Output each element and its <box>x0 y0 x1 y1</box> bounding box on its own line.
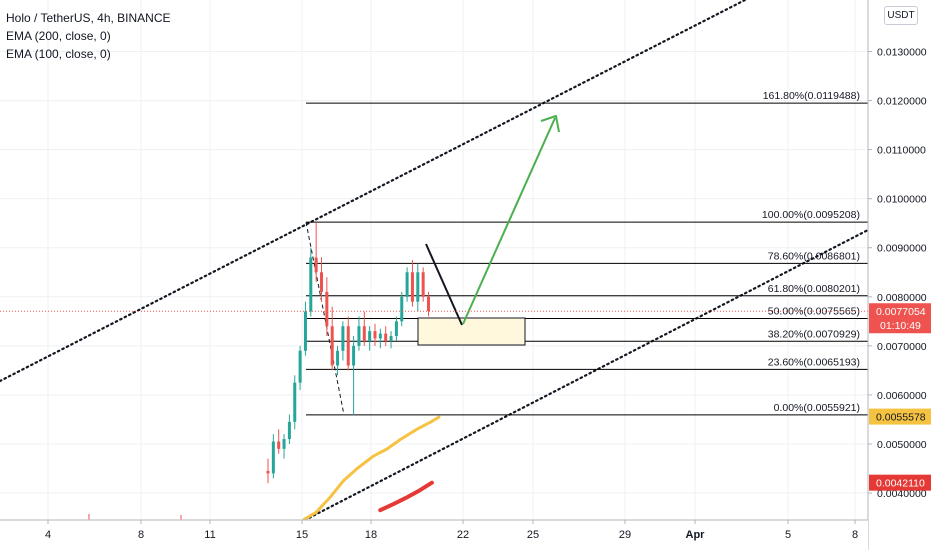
candle-body <box>421 272 425 297</box>
time-tick-label: 8 <box>852 529 858 541</box>
price-tag-label: 0.0077054 <box>876 306 926 318</box>
price-tick-label: 0.0070000 <box>877 341 927 353</box>
ema100-legend[interactable]: EMA (100, close, 0) <box>6 47 111 61</box>
time-tick-label: Apr <box>686 529 706 541</box>
price-tag <box>869 408 931 425</box>
candle-body <box>405 272 409 297</box>
price-tick-label: 0.0060000 <box>877 390 927 402</box>
candle-body <box>293 382 297 422</box>
candle-body <box>357 326 361 346</box>
fib-trend-connector <box>305 222 345 416</box>
fib-level-label: 161.80%(0.0119488) <box>763 90 860 102</box>
upper-trendline <box>0 0 747 383</box>
chart-legend: Holo / TetherUS, 4h, BINANCE EMA (200, c… <box>6 9 171 63</box>
target-zone-box <box>417 317 526 346</box>
fib-level-label: 61.80%(0.0080201) <box>768 283 860 295</box>
candle-body <box>400 296 404 322</box>
candle-body <box>266 470 270 474</box>
time-tick-label: 8 <box>138 529 144 541</box>
fib-level-label: 0.00%(0.0055921) <box>774 402 860 414</box>
candlesticks <box>266 222 430 484</box>
candle-body <box>378 333 382 339</box>
fib-level-label: 100.00%(0.0095208) <box>762 209 860 221</box>
volume-bar <box>88 514 90 520</box>
candle-body <box>373 331 377 339</box>
candle-body <box>416 272 420 302</box>
candle-body <box>394 321 398 337</box>
grid-lines <box>0 0 868 520</box>
candle-body <box>368 331 372 341</box>
candle-body <box>271 441 275 474</box>
price-tick-label: 0.0080000 <box>877 292 927 304</box>
candle-body <box>287 421 291 440</box>
price-tag <box>869 474 931 491</box>
ema-100-line <box>378 480 434 513</box>
time-tick-label: 22 <box>457 529 469 541</box>
fib-level-label: 23.60%(0.0065193) <box>768 356 860 368</box>
price-tick-label: 0.0050000 <box>877 439 927 451</box>
candle-body <box>320 272 323 292</box>
price-axis-bg <box>868 0 932 550</box>
candle-body <box>336 350 340 366</box>
fib-level-label: 38.20%(0.0070929) <box>768 328 860 340</box>
drawing-annotations <box>0 115 868 346</box>
volume-bar <box>180 515 182 520</box>
candle-body <box>427 296 430 312</box>
trend-channel <box>0 0 870 522</box>
price-tick-label: 0.0110000 <box>877 145 926 157</box>
price-tag-countdown: 01:10:49 <box>880 320 921 332</box>
ema-200-line <box>302 415 441 522</box>
time-tick-label: 25 <box>527 529 539 541</box>
price-tag <box>869 303 931 334</box>
ema200-legend[interactable]: EMA (200, close, 0) <box>6 29 111 43</box>
time-tick-label: 18 <box>365 529 377 541</box>
candle-body <box>325 291 329 327</box>
price-tick-label: 0.0130000 <box>877 47 927 59</box>
price-tick-label: 0.0100000 <box>877 194 927 206</box>
time-tick-label: 15 <box>296 529 308 541</box>
time-axis-bg <box>0 520 868 550</box>
time-tick-label: 29 <box>619 529 631 541</box>
candle-body <box>298 350 302 383</box>
candle-body <box>314 257 318 273</box>
candle-body <box>341 326 345 351</box>
fibonacci-retracement: 161.80%(0.0119488) 100.00%(0.0095208) 78.6… <box>305 90 868 416</box>
candle-body <box>410 272 414 302</box>
projection-arrow-line <box>462 117 556 325</box>
lower-trendline <box>303 228 870 522</box>
time-tick-label: 5 <box>785 529 791 541</box>
time-tick-label: 4 <box>45 529 51 541</box>
currency-button[interactable]: USDT <box>884 6 918 25</box>
candle-body <box>277 441 281 449</box>
symbol-title[interactable]: Holo / TetherUS, 4h, BINANCE <box>6 11 171 25</box>
candle-body <box>309 257 313 312</box>
fib-level-label: 78.60%(0.0086801) <box>768 250 860 262</box>
projection-arrow-head <box>540 115 560 133</box>
candle-body <box>389 336 393 341</box>
price-tag-label: 0.0055578 <box>876 412 926 424</box>
candle-body <box>346 326 350 366</box>
down-trend-line <box>425 243 463 326</box>
candle-body <box>330 326 334 366</box>
candle-body <box>362 326 366 341</box>
time-tick-label: 11 <box>204 529 215 541</box>
price-tag-label: 0.0042110 <box>876 478 925 490</box>
candle-body <box>303 311 307 351</box>
price-tick-label: 0.0040000 <box>877 488 927 500</box>
candle-body <box>282 439 286 449</box>
price-tick-label: 0.0120000 <box>877 96 927 108</box>
price-tick-label: 0.0090000 <box>877 243 927 255</box>
candle-body <box>384 333 388 341</box>
ema-lines <box>302 415 441 522</box>
candle-body <box>352 345 356 366</box>
